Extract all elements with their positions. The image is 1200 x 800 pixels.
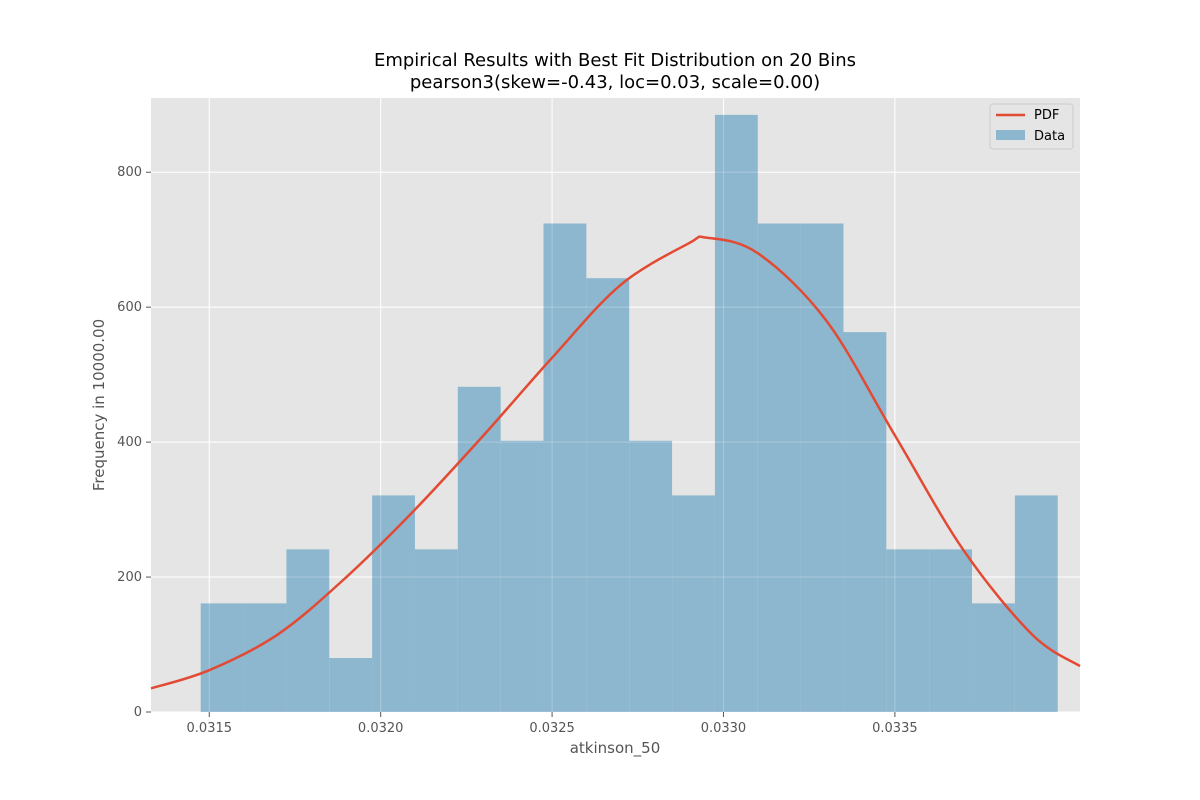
x-tick-label: 0.0325 <box>529 721 575 736</box>
histogram-bar <box>243 603 287 712</box>
histogram-bars <box>151 98 1080 713</box>
chart-subtitle: pearson3(skew=-0.43, loc=0.03, scale=0.0… <box>410 72 820 93</box>
y-tick-label: 0 <box>134 705 142 720</box>
histogram-bar <box>929 549 973 712</box>
histogram-bar <box>543 223 587 712</box>
histogram-bar <box>843 332 887 712</box>
x-tick-label: 0.0320 <box>358 721 404 736</box>
x-tick-label: 0.0335 <box>872 721 918 736</box>
x-tick-label: 0.0315 <box>187 721 233 736</box>
y-axis-ticks: 0 200 400 600 800 <box>117 165 151 720</box>
histogram-bar <box>457 386 501 712</box>
histogram-bar <box>672 495 715 712</box>
legend-data-swatch <box>996 130 1025 140</box>
chart-title: Empirical Results with Best Fit Distribu… <box>374 50 856 71</box>
histogram-bar <box>372 495 415 712</box>
legend: PDF Data <box>989 103 1074 150</box>
histogram-bar <box>329 658 373 712</box>
histogram-bar <box>757 223 801 712</box>
histogram-bar <box>714 114 758 712</box>
legend-data-label: Data <box>1034 129 1065 144</box>
y-tick-label: 200 <box>117 570 142 585</box>
y-tick-label: 600 <box>117 300 142 315</box>
histogram-bar <box>629 440 673 712</box>
histogram-bar <box>972 603 1015 712</box>
y-axis-label: Frequency in 10000.00 <box>90 319 108 491</box>
x-tick-label: 0.0330 <box>701 721 747 736</box>
histogram-bar <box>414 549 458 712</box>
y-tick-label: 400 <box>117 435 142 450</box>
histogram-bar <box>500 440 544 712</box>
x-axis-label: atkinson_50 <box>570 739 661 758</box>
x-axis-ticks: 0.0315 0.0320 0.0325 0.0330 0.0335 <box>187 712 918 736</box>
histogram-bar <box>586 278 630 712</box>
histogram-bar <box>800 223 844 712</box>
legend-pdf-label: PDF <box>1034 108 1059 123</box>
pdf-curve <box>150 235 1081 690</box>
histogram-bar <box>886 549 930 712</box>
y-tick-label: 800 <box>117 165 142 180</box>
histogram-bar <box>286 549 330 712</box>
histogram-bar <box>1014 495 1058 712</box>
